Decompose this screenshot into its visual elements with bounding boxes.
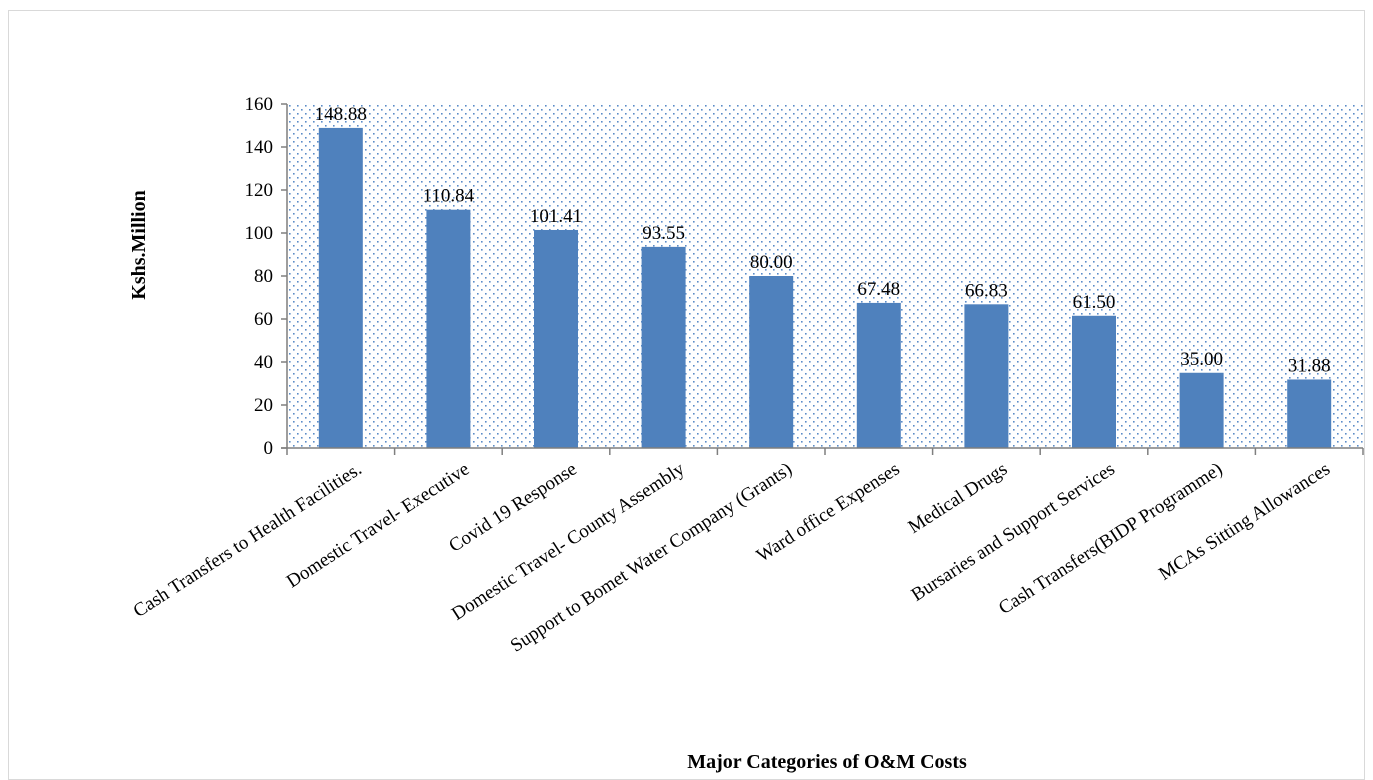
bar [856,302,901,448]
y-axis-ticks: 0 20 40 60 80 100 120 140 160 [245,94,287,459]
data-labels: 148.88 110.84 101.41 93.55 80.00 67.48 66.83 61… [315,104,1331,377]
y-tick-label: 80 [254,266,273,287]
category-label: Medical Drugs [905,459,1012,538]
y-tick-label: 60 [254,309,273,330]
category-label: MCAs Sitting Allowances [1155,459,1334,585]
x-axis-ticks [286,448,1364,455]
bar [964,304,1009,448]
y-tick-label: 40 [254,352,273,373]
bar [749,276,794,448]
bar [641,246,686,448]
x-axis-title: Major Categories of O&M Costs [687,751,967,773]
data-label: 61.50 [1073,292,1116,313]
data-label: 101.41 [530,206,582,227]
category-label: Cash Transfers to Health Facilities. [130,459,366,622]
data-label: 67.48 [857,279,900,300]
y-tick-label: 120 [245,180,274,201]
data-label: 35.00 [1180,349,1223,370]
data-label: 93.55 [642,223,685,244]
category-label: Domestic Travel- Executive [283,459,473,593]
data-label: 66.83 [965,280,1008,301]
data-label: 110.84 [423,186,475,207]
bar [534,229,578,448]
data-label: 31.88 [1288,355,1331,376]
category-label: Bursaries and Support Services [908,459,1119,606]
category-labels: Cash Transfers to Health Facilities.Dome… [130,458,1334,656]
y-axis-title: Kshs.Million [128,190,150,299]
y-tick-label: 140 [245,137,274,158]
bars [318,127,1332,449]
data-label: 80.00 [750,252,793,273]
y-tick-label: 0 [264,438,274,459]
category-label: Cash Transfers(BIDP Programme) [995,459,1226,619]
bar [1287,379,1332,448]
bar [426,209,471,448]
y-tick-label: 100 [245,223,274,244]
data-label: 148.88 [315,104,367,125]
y-tick-label: 160 [245,94,274,115]
bar [1072,315,1116,448]
y-tick-label: 20 [254,395,273,416]
bar [1179,372,1224,448]
bar [318,127,363,449]
